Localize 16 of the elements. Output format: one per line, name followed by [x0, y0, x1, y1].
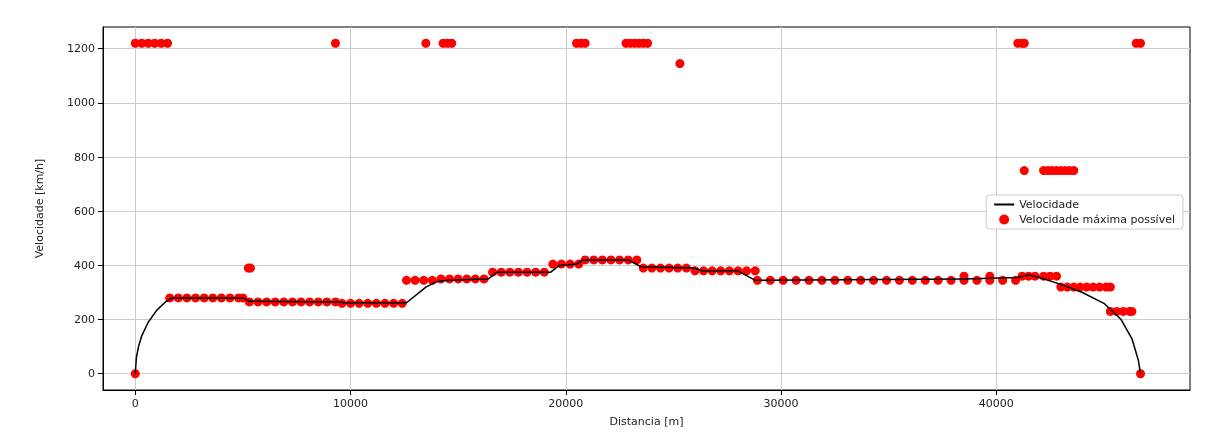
- x-axis-title: Distancia [m]: [609, 415, 684, 428]
- x-tick-label: 30000: [763, 397, 799, 410]
- y-tick-label: 0: [88, 367, 95, 381]
- x-tick-label: 20000: [548, 397, 584, 410]
- y-tick-label: 400: [74, 258, 95, 272]
- x-tick-label: 0: [131, 397, 139, 410]
- y-tick-label: 600: [74, 204, 95, 218]
- y-tick-label: 200: [74, 313, 95, 327]
- y-axis-title: Velocidade [km/h]: [33, 158, 46, 259]
- y-tick-label: 1200: [67, 42, 95, 56]
- legend-label: Velocidade máxima possível: [1019, 213, 1176, 226]
- y-tick-label: 1000: [67, 96, 95, 110]
- legend-label: Velocidade: [1019, 198, 1080, 211]
- x-tick-label: 40000: [978, 397, 1014, 410]
- y-tick-label: 800: [74, 150, 95, 164]
- x-tick-label: 10000: [333, 397, 369, 410]
